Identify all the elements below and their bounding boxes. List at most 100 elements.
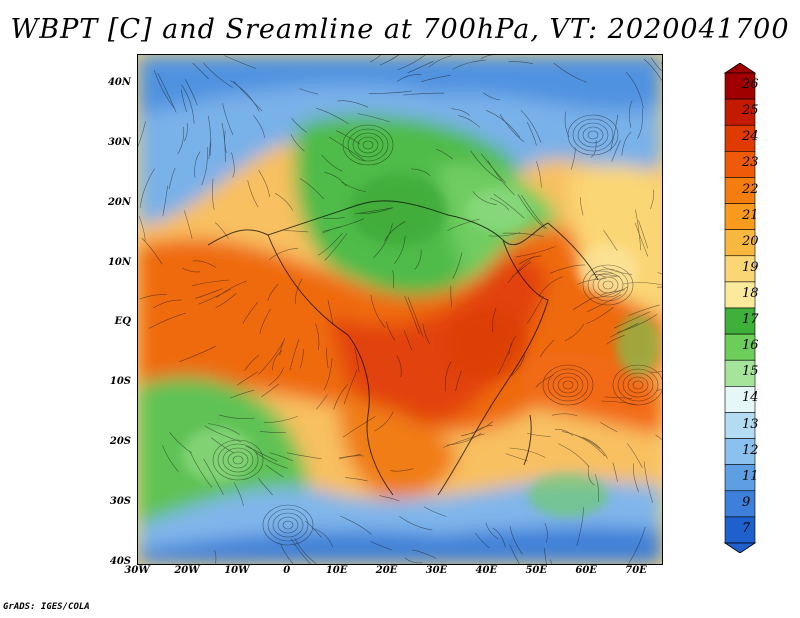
vortex-ring — [347, 128, 389, 162]
streamline — [201, 147, 208, 186]
streamline — [316, 394, 328, 410]
colorbar-swatch — [724, 255, 756, 283]
streamline — [139, 168, 155, 208]
streamline — [436, 149, 454, 160]
streamline — [384, 221, 406, 242]
streamline — [508, 61, 533, 64]
lon-tick-label: 10E — [325, 565, 348, 576]
streamline — [602, 266, 633, 275]
colorbar-label: 9 — [742, 494, 751, 510]
streamline — [447, 218, 480, 231]
streamline — [198, 289, 231, 305]
streamline — [208, 138, 212, 160]
streamline — [299, 178, 325, 200]
colorbar-label: 17 — [742, 312, 759, 328]
streamline — [185, 79, 198, 106]
colorbar-label: 11 — [742, 468, 759, 484]
streamline — [617, 313, 658, 333]
streamline — [327, 299, 334, 325]
streamline — [265, 464, 284, 478]
streamline — [157, 72, 177, 113]
streamline — [582, 437, 608, 459]
streamline — [655, 434, 662, 441]
streamline — [586, 307, 614, 324]
streamline — [141, 237, 163, 265]
colorbar-swatch — [724, 229, 756, 257]
lon-tick-label: 30E — [425, 565, 448, 576]
streamline — [553, 62, 587, 83]
colorbar-swatch — [724, 307, 756, 335]
vortex-ring — [587, 268, 629, 302]
streamline — [390, 468, 414, 472]
streamline — [452, 59, 486, 70]
colorbar-swatch — [724, 203, 756, 230]
vortex-ring — [632, 380, 644, 390]
streamline — [231, 152, 235, 178]
streamline — [312, 527, 334, 548]
streamline — [543, 547, 547, 564]
colorbar-swatch — [724, 438, 756, 465]
streamline — [333, 383, 349, 410]
streamline — [493, 193, 525, 219]
streamline — [458, 115, 480, 128]
vortex-ring — [272, 512, 304, 538]
streamline — [204, 425, 242, 443]
vortex-ring — [602, 280, 614, 290]
streamline — [341, 181, 366, 192]
streamline — [154, 70, 175, 109]
streamline — [242, 301, 259, 324]
vortex-ring — [267, 508, 309, 542]
colorbar-top-arrow — [723, 63, 757, 74]
streamlines-layer — [138, 55, 662, 564]
streamline — [586, 294, 622, 313]
streamline — [550, 559, 552, 564]
streamline — [255, 451, 288, 469]
vortex-ring — [357, 136, 379, 154]
streamline — [148, 312, 186, 329]
colorbar-label: 21 — [742, 207, 759, 223]
streamline — [259, 431, 286, 433]
streamline — [470, 150, 502, 182]
streamline — [544, 522, 548, 544]
streamline — [338, 455, 364, 460]
streamline — [373, 223, 393, 259]
streamline — [259, 308, 271, 334]
streamline — [414, 249, 422, 270]
vortex-ring — [352, 132, 384, 158]
lon-tick-label: 20E — [375, 565, 398, 576]
streamline — [428, 55, 453, 68]
streamline — [527, 295, 544, 324]
streamline — [509, 544, 520, 564]
streamline — [564, 323, 585, 342]
streamline — [194, 151, 201, 178]
streamline — [511, 261, 532, 278]
streamline — [233, 81, 263, 112]
streamline — [643, 58, 662, 82]
streamline — [392, 270, 394, 289]
streamline — [337, 100, 369, 108]
streamline — [162, 185, 168, 217]
vortex-ring — [232, 455, 244, 465]
streamline — [628, 304, 660, 316]
streamline — [610, 322, 639, 338]
lon-tick-label: 20W — [174, 565, 200, 576]
streamline — [343, 369, 358, 405]
streamline — [502, 232, 544, 237]
streamline — [657, 272, 662, 275]
map-title: WBPT [C] and Sreamline at 700hPa, VT: 20… — [10, 14, 790, 45]
vortex-ring — [582, 126, 604, 144]
lat-tick-label: 10N — [107, 256, 131, 268]
colorbar-label: 13 — [742, 416, 759, 432]
streamline — [138, 215, 146, 242]
map-plot-area[interactable] — [137, 54, 663, 565]
colorbar-swatch — [724, 98, 756, 126]
streamline — [263, 416, 298, 424]
streamline — [357, 207, 393, 214]
streamline — [230, 80, 260, 112]
streamline — [324, 233, 348, 261]
colorbar-label: 22 — [742, 181, 759, 197]
streamline — [527, 432, 551, 437]
streamline — [612, 462, 618, 482]
streamline — [237, 371, 259, 386]
streamline — [300, 348, 304, 369]
